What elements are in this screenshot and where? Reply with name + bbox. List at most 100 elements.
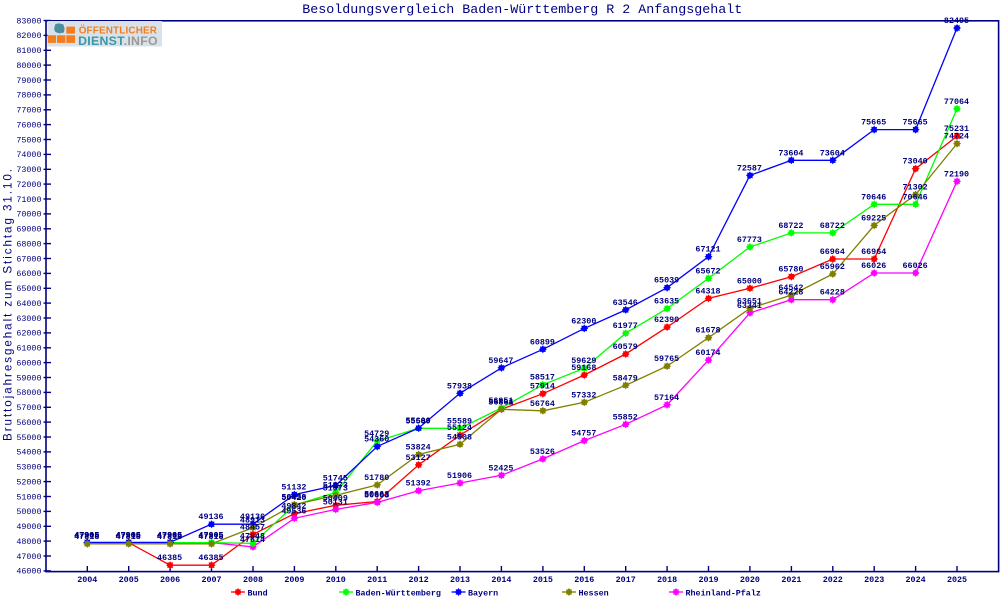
svg-text:53526: 53526 (530, 447, 555, 457)
svg-text:47905: 47905 (74, 531, 99, 541)
svg-text:50420: 50420 (281, 493, 306, 503)
svg-text:47905: 47905 (74, 531, 99, 541)
svg-text:69225: 69225 (861, 213, 886, 223)
svg-text:2011: 2011 (367, 575, 387, 585)
svg-text:73000: 73000 (16, 165, 41, 175)
svg-text:ÖFFENTLICHER: ÖFFENTLICHER (79, 25, 157, 36)
svg-text:60579: 60579 (613, 342, 638, 352)
svg-text:56000: 56000 (16, 418, 41, 428)
svg-text:46385: 46385 (157, 553, 182, 563)
svg-text:47614: 47614 (240, 535, 265, 545)
svg-text:59629: 59629 (571, 356, 596, 366)
svg-text:82495: 82495 (944, 16, 969, 26)
svg-text:62300: 62300 (571, 316, 596, 326)
svg-text:63651: 63651 (737, 296, 762, 306)
svg-text:47916: 47916 (157, 530, 182, 540)
svg-text:70646: 70646 (861, 192, 886, 202)
svg-text:53000: 53000 (16, 463, 41, 473)
svg-text:59765: 59765 (654, 354, 679, 364)
svg-text:65039: 65039 (654, 276, 679, 286)
svg-text:2023: 2023 (864, 575, 884, 585)
svg-text:54729: 54729 (364, 429, 389, 439)
svg-text:63635: 63635 (654, 297, 679, 307)
svg-text:51073: 51073 (323, 483, 348, 493)
svg-text:64228: 64228 (820, 288, 845, 298)
svg-text:68000: 68000 (16, 239, 41, 249)
svg-text:49000: 49000 (16, 522, 41, 532)
svg-text:71000: 71000 (16, 195, 41, 205)
svg-text:46385: 46385 (198, 553, 223, 563)
svg-text:Bund: Bund (248, 589, 268, 599)
svg-text:66964: 66964 (820, 247, 845, 257)
svg-text:2004: 2004 (77, 575, 97, 585)
svg-text:2007: 2007 (201, 575, 221, 585)
svg-text:2014: 2014 (491, 575, 511, 585)
svg-text:62000: 62000 (16, 329, 41, 339)
svg-text:2015: 2015 (533, 575, 553, 585)
svg-text:63341: 63341 (737, 301, 762, 311)
svg-text:2005: 2005 (119, 575, 139, 585)
svg-text:2013: 2013 (450, 575, 470, 585)
svg-text:68722: 68722 (820, 221, 845, 231)
svg-text:47818: 47818 (157, 532, 182, 542)
svg-text:Rheinland-Pfalz: Rheinland-Pfalz (686, 589, 761, 599)
svg-text:2012: 2012 (409, 575, 429, 585)
svg-text:47818: 47818 (116, 532, 141, 542)
svg-text:50131: 50131 (323, 497, 348, 507)
svg-text:2008: 2008 (243, 575, 263, 585)
svg-text:66000: 66000 (16, 269, 41, 279)
svg-text:48457: 48457 (240, 522, 265, 532)
svg-text:52000: 52000 (16, 477, 41, 487)
svg-text:65000: 65000 (737, 276, 762, 286)
svg-text:57332: 57332 (571, 390, 596, 400)
svg-text:73604: 73604 (820, 148, 845, 158)
svg-text:47905: 47905 (157, 531, 182, 541)
svg-text:74724: 74724 (944, 132, 969, 142)
svg-text:47818: 47818 (74, 532, 99, 542)
svg-text:73604: 73604 (778, 148, 803, 158)
svg-text:50603: 50603 (364, 490, 389, 500)
svg-text:61977: 61977 (613, 321, 638, 331)
svg-text:72190: 72190 (944, 169, 969, 179)
svg-text:70646: 70646 (903, 192, 928, 202)
svg-text:Bayern: Bayern (468, 589, 498, 599)
svg-text:58000: 58000 (16, 388, 41, 398)
svg-text:54757: 54757 (571, 429, 596, 439)
svg-text:59000: 59000 (16, 373, 41, 383)
svg-text:Baden-Württemberg: Baden-Württemberg (356, 589, 441, 599)
svg-text:56951: 56951 (488, 396, 513, 406)
svg-text:72000: 72000 (16, 180, 41, 190)
svg-text:57938: 57938 (447, 381, 472, 391)
svg-text:2017: 2017 (616, 575, 636, 585)
svg-text:54360: 54360 (364, 435, 389, 445)
svg-text:65962: 65962 (820, 262, 845, 272)
svg-text:46000: 46000 (16, 567, 41, 577)
svg-text:47818: 47818 (198, 532, 223, 542)
svg-text:64000: 64000 (16, 299, 41, 309)
svg-text:48000: 48000 (16, 537, 41, 547)
svg-text:2006: 2006 (160, 575, 180, 585)
svg-text:58479: 58479 (613, 373, 638, 383)
svg-text:55589: 55589 (406, 416, 431, 426)
svg-text:68722: 68722 (778, 221, 803, 231)
svg-text:64318: 64318 (695, 286, 720, 296)
svg-text:2009: 2009 (284, 575, 304, 585)
svg-text:72587: 72587 (737, 163, 762, 173)
svg-text:66026: 66026 (903, 261, 928, 271)
svg-text:48913: 48913 (240, 516, 265, 526)
svg-text:55000: 55000 (16, 433, 41, 443)
svg-text:49136: 49136 (240, 512, 265, 522)
svg-text:47905: 47905 (116, 531, 141, 541)
svg-text:47916: 47916 (116, 530, 141, 540)
svg-text:77000: 77000 (16, 106, 41, 116)
svg-text:59647: 59647 (488, 356, 513, 366)
svg-text:DIENST.INFO: DIENST.INFO (78, 34, 158, 48)
svg-text:57914: 57914 (530, 382, 555, 392)
svg-text:49136: 49136 (198, 512, 223, 522)
svg-text:75665: 75665 (903, 118, 928, 128)
svg-text:61678: 61678 (695, 326, 720, 336)
svg-text:61000: 61000 (16, 344, 41, 354)
svg-text:47905: 47905 (116, 531, 141, 541)
svg-text:51000: 51000 (16, 492, 41, 502)
svg-text:2020: 2020 (740, 575, 760, 585)
